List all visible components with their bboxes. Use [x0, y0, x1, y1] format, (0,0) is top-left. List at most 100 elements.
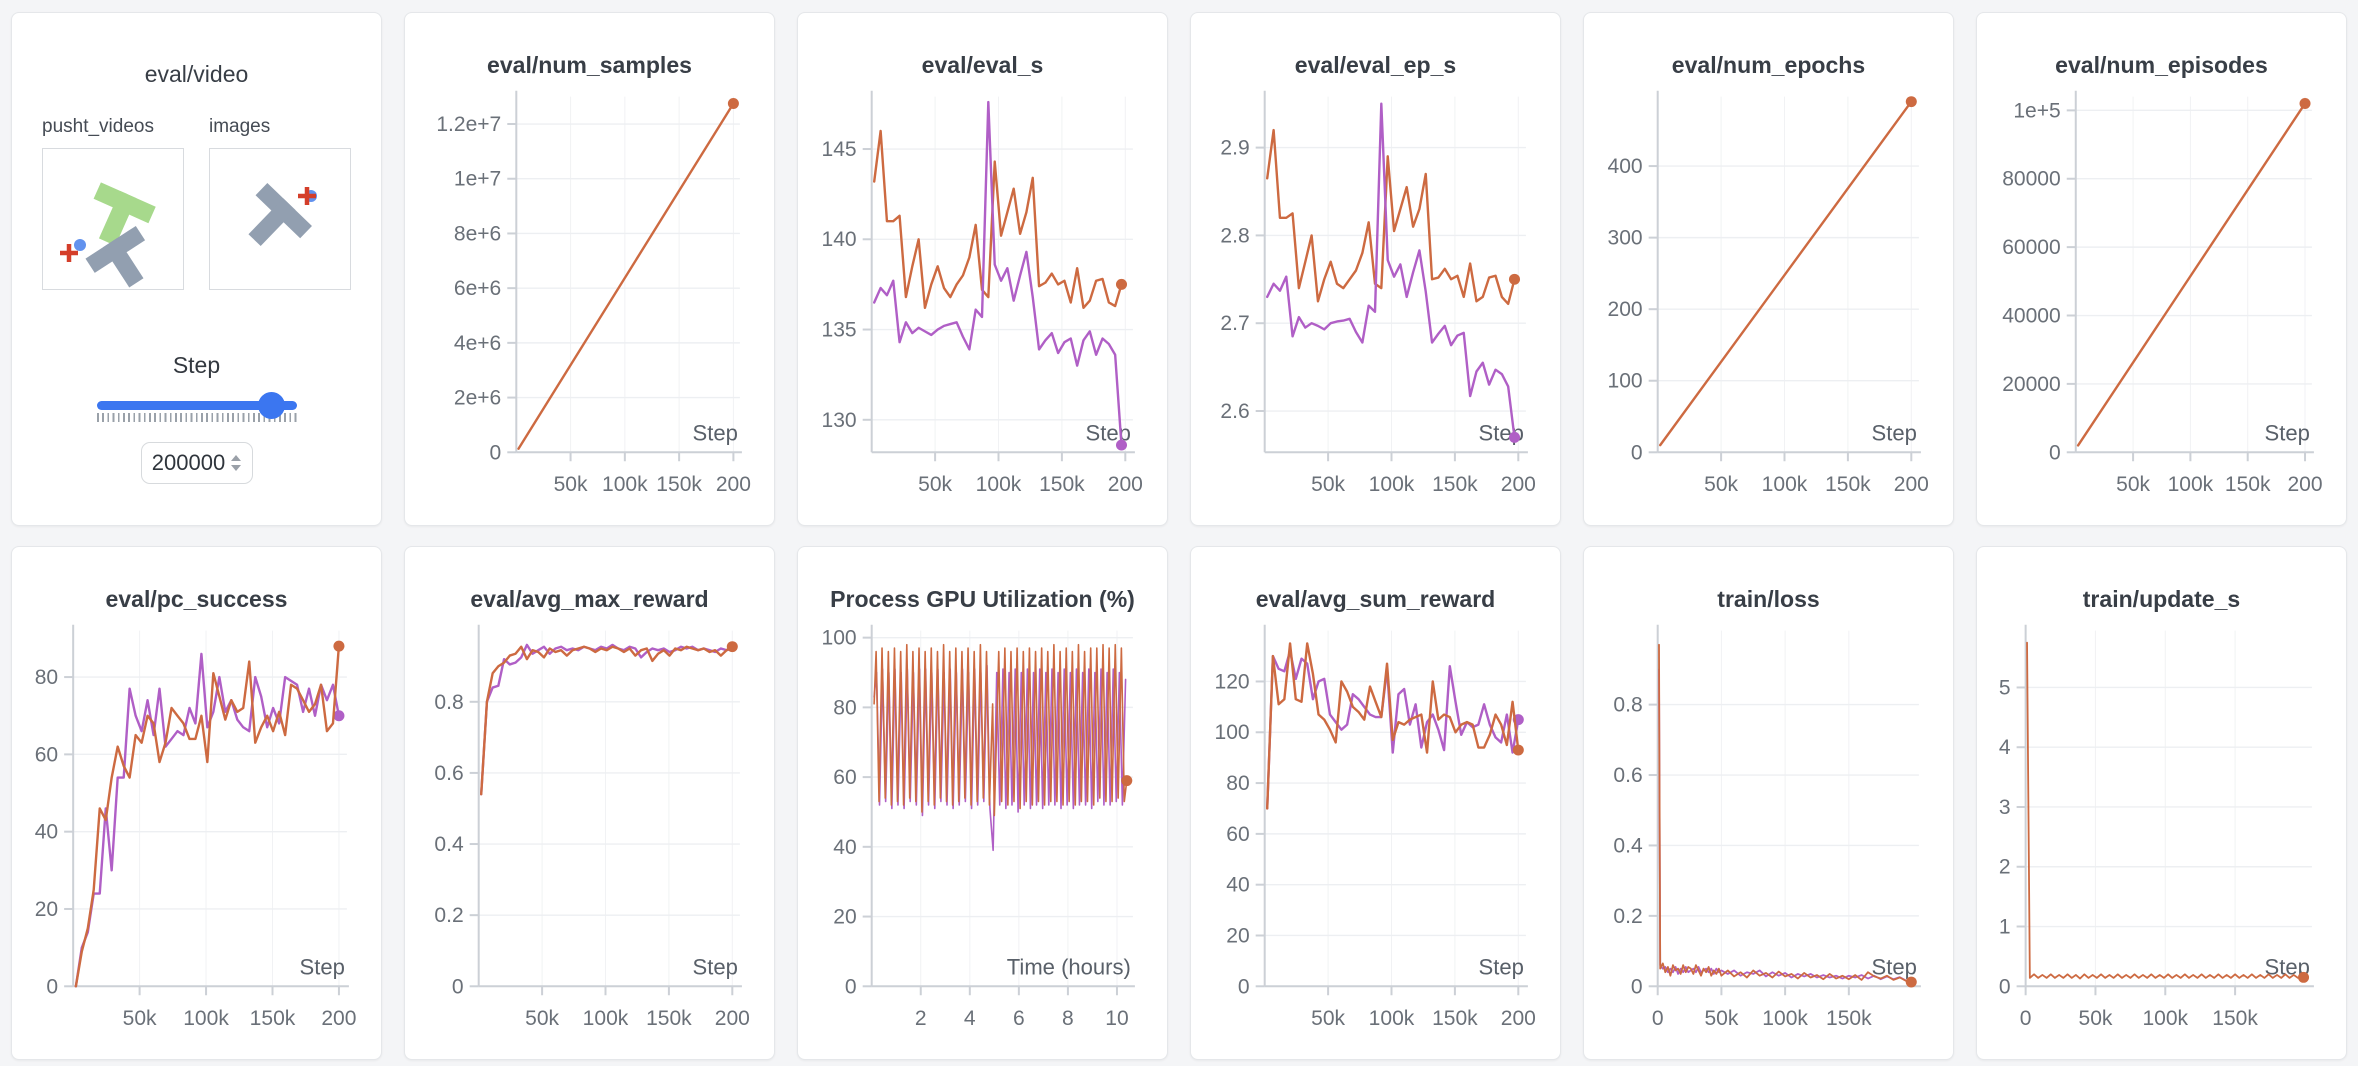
- media-block-pusht-videos: pusht_videos: [42, 116, 184, 290]
- y-tick-label: 2.8: [1220, 224, 1249, 247]
- y-tick-label: 0.8: [1613, 694, 1642, 717]
- x-axis-label: Step: [1479, 954, 1524, 979]
- chart-eval-num-samples[interactable]: 0 2e+6 4e+6 6e+6 8e+6 1e+7 1.2e+7 50k 100k 150k 20…: [405, 13, 774, 525]
- chart-title: eval/num_samples: [487, 52, 692, 78]
- series-line-run-purple: [1266, 102, 1516, 439]
- x-tick-label: 200: [716, 473, 751, 496]
- gray-t-block: [85, 225, 146, 288]
- x-tick-label: 0: [1652, 1007, 1664, 1030]
- panel-train-loss: 0 0.2 0.4 0.6 0.8 0 50k 100k 150k Step train/loss: [1583, 546, 1954, 1060]
- x-tick-label: 200: [321, 1007, 356, 1030]
- panel-process-gpu-utilization: 0 20 40 60 80 100 2 4 6 8 10 Time (hours) Process GP…: [797, 546, 1168, 1060]
- y-tick-label: 2.6: [1220, 400, 1249, 423]
- x-tick-label: 100k: [1762, 1007, 1808, 1030]
- x-axis-label: Time (hours): [1007, 954, 1131, 979]
- chart-title: eval/avg_sum_reward: [1256, 586, 1496, 612]
- x-tick-label: 150k: [646, 1007, 692, 1030]
- y-tick-label: 60: [35, 743, 58, 766]
- gray-t-block: [248, 182, 312, 247]
- series-endpoint-run-orange: [1508, 273, 1521, 285]
- chart-eval-avg-max-reward[interactable]: 0 0.2 0.4 0.6 0.8 50k 100k 150k 200 Step eval/avg_…: [405, 547, 774, 1059]
- series-endpoint-run-purple: [333, 710, 345, 722]
- chart-train-loss[interactable]: 0 0.2 0.4 0.6 0.8 0 50k 100k 150k Step train/loss: [1584, 547, 1953, 1059]
- x-axis-label: Step: [1872, 954, 1917, 979]
- series-line-run-orange: [2026, 641, 2305, 980]
- y-tick-label: 20: [35, 898, 58, 921]
- x-tick-label: 150k: [250, 1007, 296, 1030]
- y-tick-label: 3: [1999, 796, 2011, 819]
- chart-eval-avg-sum-reward[interactable]: 0 20 40 60 80 100 120 50k 100k 150k 200 Step eval/av…: [1191, 547, 1560, 1059]
- panel-eval-num-samples: 0 2e+6 4e+6 6e+6 8e+6 1e+7 1.2e+7 50k 100k 150k 20…: [404, 12, 775, 526]
- x-tick-label: 8: [1062, 1007, 1074, 1030]
- y-tick-label: 0: [1999, 975, 2011, 998]
- x-tick-label: 150k: [1825, 473, 1871, 496]
- x-tick-label: 50k: [2078, 1007, 2112, 1030]
- y-tick-label: 100: [822, 627, 857, 650]
- stepper-arrows: [231, 455, 242, 471]
- y-tick-label: 80: [1226, 772, 1249, 795]
- chart-title: eval/num_epochs: [1672, 52, 1865, 78]
- chart-eval-num-episodes[interactable]: 0 20000 40000 60000 80000 1e+5 50k 100k 150k 200 S…: [1977, 13, 2346, 525]
- step-value[interactable]: 200000: [151, 450, 226, 475]
- chart-eval-pc-success[interactable]: 0 20 40 60 80 50k 100k 150k 200 Step eval/pc_succe…: [12, 547, 381, 1059]
- y-tick-label: 0: [46, 975, 58, 998]
- y-tick-label: 0.2: [434, 904, 463, 927]
- chart-title: eval/eval_ep_s: [1295, 52, 1456, 78]
- step-number-input[interactable]: 200000: [140, 442, 253, 484]
- x-tick-label: 50k: [1704, 473, 1738, 496]
- x-tick-label: 100k: [1762, 473, 1808, 496]
- chart-process-gpu-utilization[interactable]: 0 20 40 60 80 100 2 4 6 8 10 Time (hours) Process GP…: [798, 547, 1167, 1059]
- y-tick-label: 100: [1608, 370, 1643, 393]
- pusht-video-thumbnail[interactable]: [42, 148, 184, 290]
- x-tick-label: 150k: [1432, 1007, 1478, 1030]
- y-tick-label: 0: [490, 441, 502, 464]
- x-tick-label: 150k: [2212, 1007, 2258, 1030]
- x-tick-label: 6: [1013, 1007, 1025, 1030]
- y-tick-label: 0: [845, 975, 857, 998]
- series-endpoint-run-orange: [2299, 98, 2311, 109]
- y-tick-label: 130: [822, 409, 857, 432]
- y-tick-label: 0: [1238, 975, 1250, 998]
- chart-title: eval/avg_max_reward: [470, 586, 708, 612]
- series-endpoint-run-purple: [1508, 431, 1521, 443]
- y-tick-label: 140: [822, 228, 857, 251]
- chart-eval-num-epochs[interactable]: 0 100 200 300 400 50k 100k 150k 200 Step eval/num_…: [1584, 13, 1953, 525]
- target-cross-icon: [60, 244, 78, 262]
- y-tick-label: 8e+6: [454, 222, 501, 245]
- step-slider[interactable]: [96, 392, 297, 422]
- step-slider-label: Step: [172, 352, 221, 378]
- x-tick-label: 4: [964, 1007, 976, 1030]
- x-tick-label: 100k: [976, 473, 1022, 496]
- step-slider-handle[interactable]: [257, 392, 285, 419]
- x-tick-label: 150k: [656, 473, 702, 496]
- step-slider-ticks: [96, 413, 297, 422]
- step-increment-icon[interactable]: [231, 455, 242, 461]
- y-tick-label: 6e+6: [454, 277, 501, 300]
- media-block-images: images: [209, 116, 351, 290]
- x-axis-label: Step: [300, 954, 345, 979]
- x-tick-label: 100k: [1369, 473, 1415, 496]
- step-slider-track[interactable]: [96, 392, 297, 419]
- y-tick-label: 80: [833, 696, 856, 719]
- series-line-run-purple: [873, 100, 1123, 447]
- series-line-run-orange: [1658, 643, 1913, 983]
- x-tick-label: 200: [1894, 473, 1929, 496]
- step-decrement-icon[interactable]: [231, 465, 242, 471]
- y-tick-label: 1.2e+7: [436, 113, 501, 136]
- y-tick-label: 1: [1999, 916, 2011, 939]
- y-tick-label: 4: [1999, 736, 2011, 759]
- y-tick-label: 0: [452, 975, 464, 998]
- series-line-run-orange: [1266, 128, 1516, 306]
- x-tick-label: 50k: [918, 473, 952, 496]
- images-thumbnail[interactable]: [209, 148, 351, 290]
- y-tick-label: 60: [833, 766, 856, 789]
- pusht-scene-image: [60, 182, 156, 288]
- series-endpoint-run-orange: [1905, 96, 1917, 108]
- x-tick-label: 200: [2287, 473, 2322, 496]
- x-tick-label: 150k: [1039, 473, 1085, 496]
- series-endpoint-run-purple: [1115, 439, 1128, 451]
